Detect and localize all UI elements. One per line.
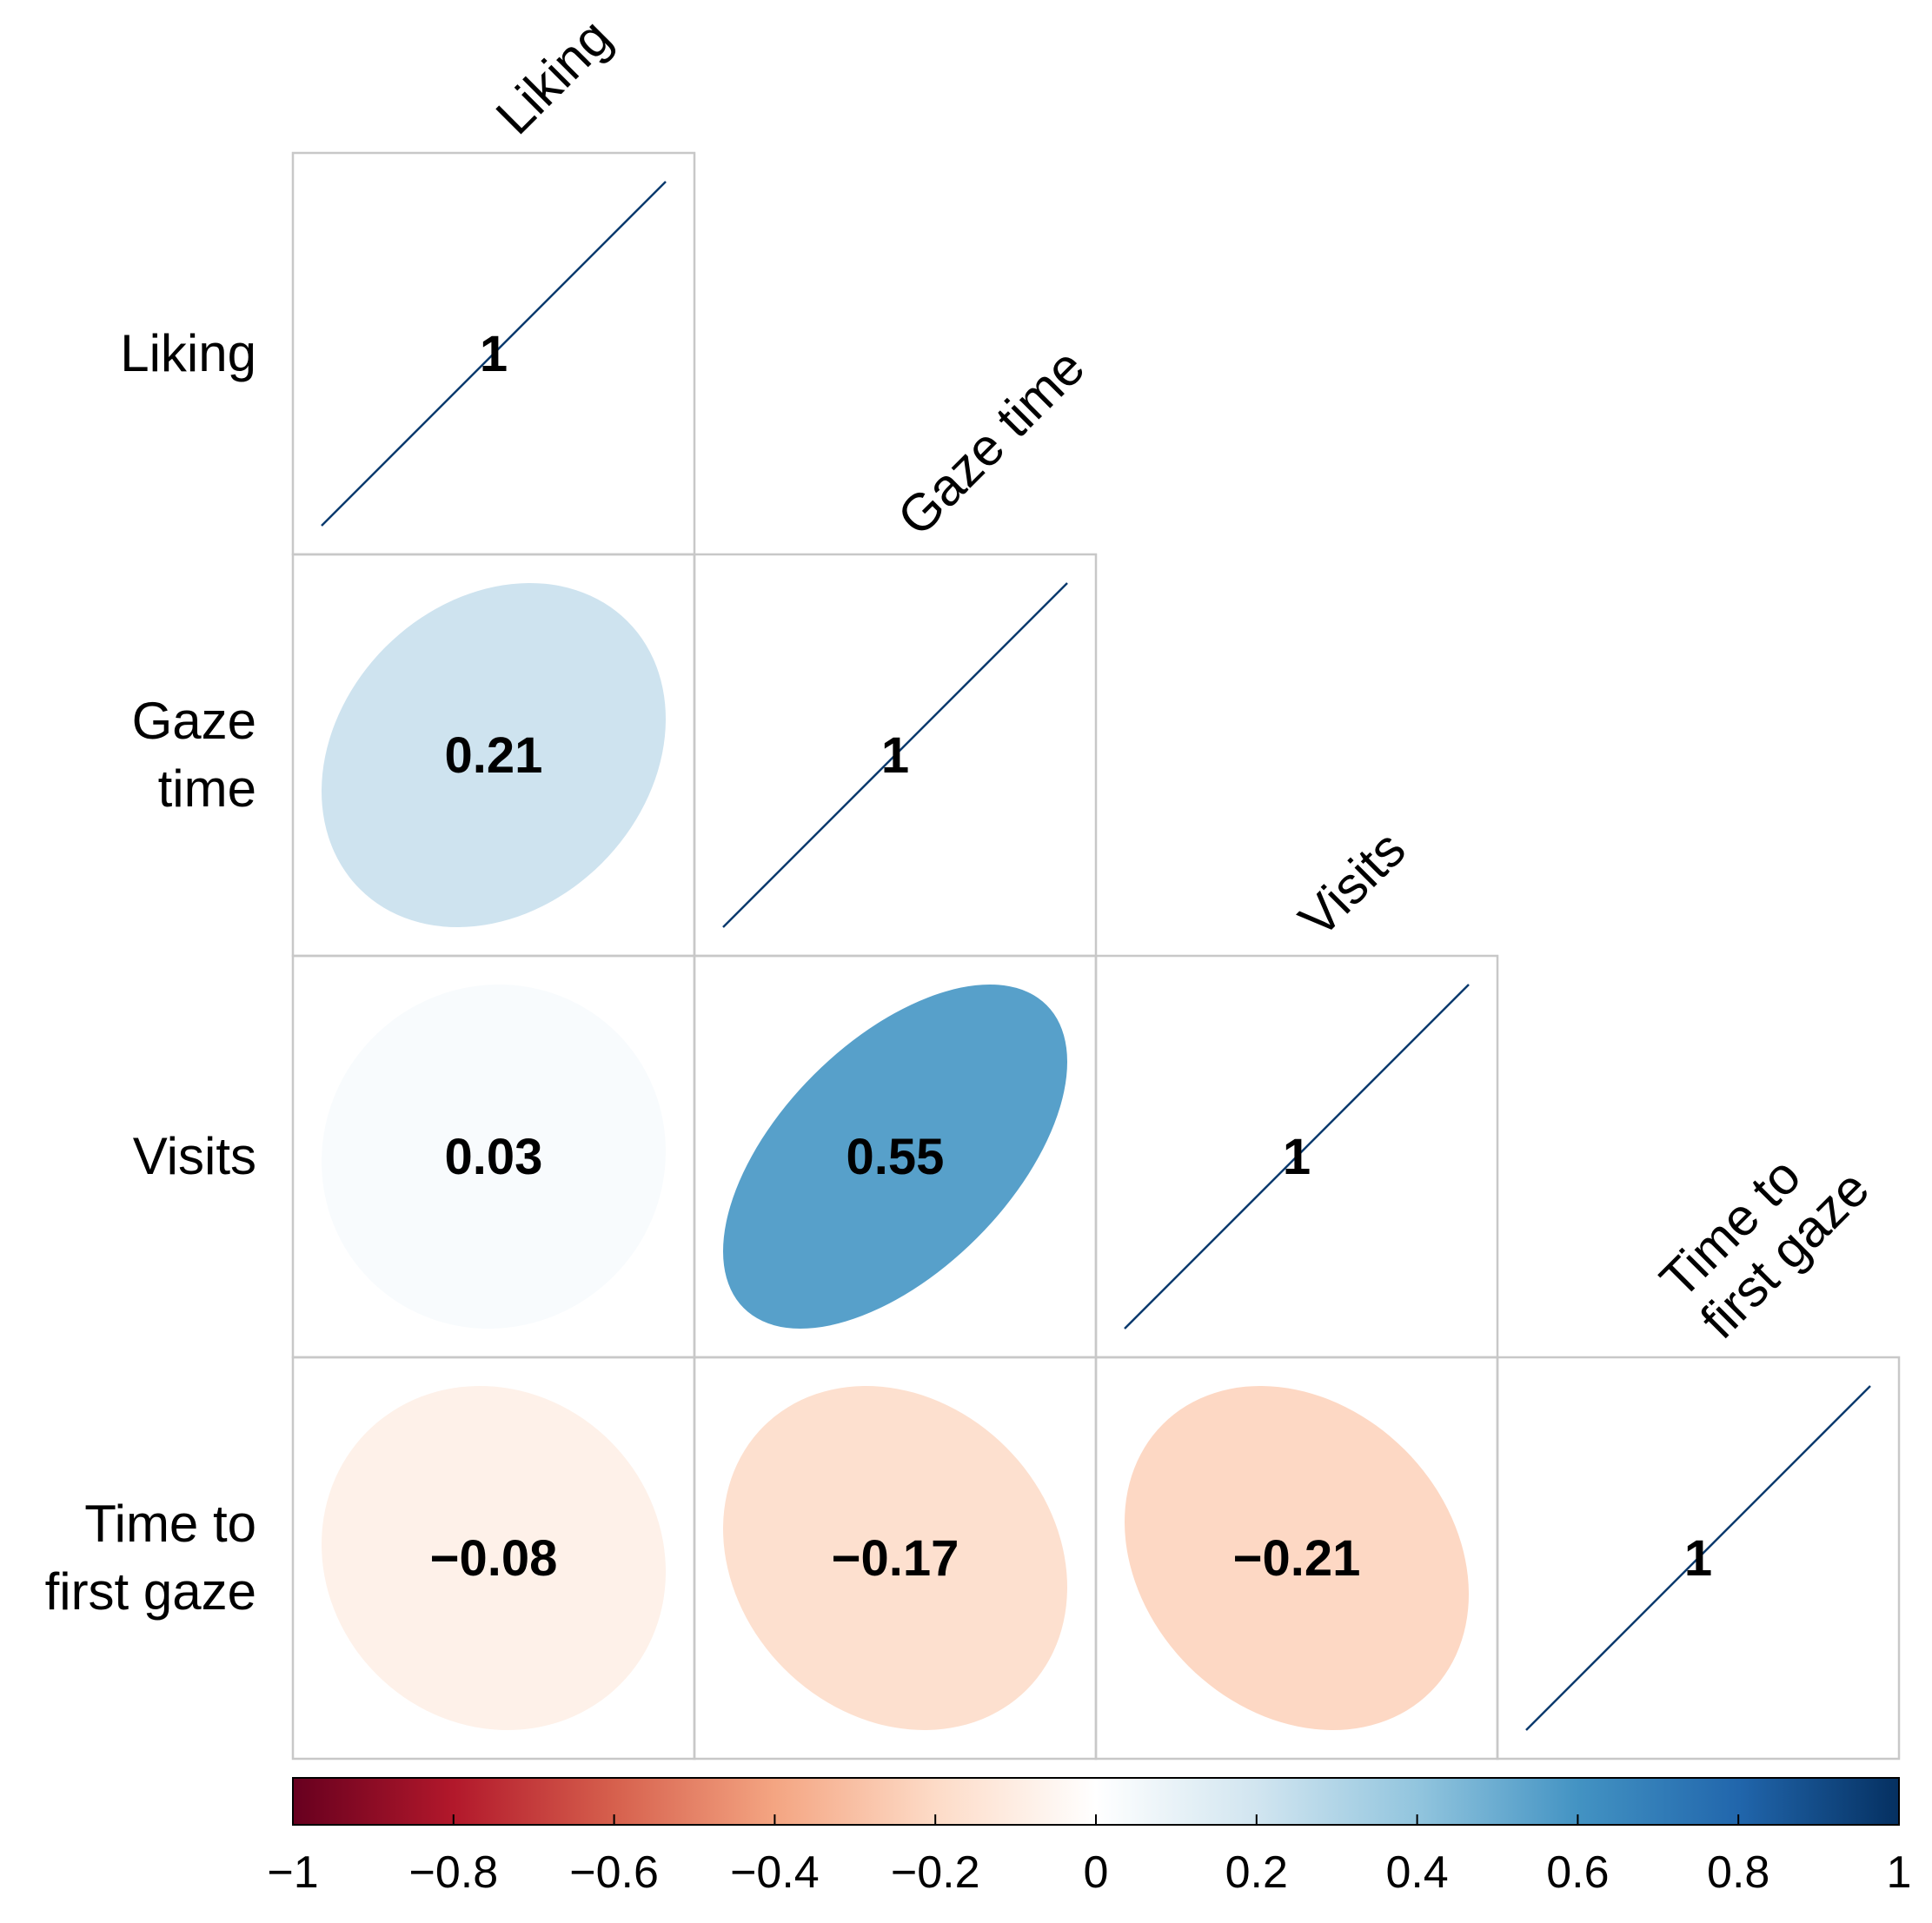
cell-2-0: 0.03 <box>291 954 696 1359</box>
coefficient-label: −0.21 <box>1233 1530 1361 1587</box>
column-label-time-to-first-gaze: Time tofirst gaze <box>1649 1118 1880 1349</box>
colorbar: −1 −0.8 −0.6 −0.4 −0.2 0 0.2 0.4 0.6 0.8 1 <box>267 1777 1911 1898</box>
correlation-ellipse <box>321 582 667 927</box>
cell-2-2: 1 <box>1094 954 1499 1359</box>
cell-3-2: −0.21 <box>1094 1356 1499 1761</box>
diagonal-ellipse-line <box>1525 1385 1871 1731</box>
colorbar-tick-label: 1 <box>1887 1847 1912 1898</box>
correlation-ellipse <box>723 1385 1068 1730</box>
diagonal-ellipse-line <box>722 582 1068 928</box>
cell-1-0: 0.21 <box>291 553 696 958</box>
correlation-ellipse <box>1124 1385 1469 1731</box>
coefficient-label: 0.03 <box>445 1129 543 1185</box>
coefficient-label: 1 <box>881 727 909 784</box>
colorbar-tick-label: −1 <box>267 1847 318 1898</box>
cell-1-1: 1 <box>693 553 1098 958</box>
row-label-liking: Liking <box>120 324 256 382</box>
diagonal-ellipse-line <box>321 181 667 527</box>
colorbar-tick-label: 0.6 <box>1546 1847 1609 1898</box>
colorbar-tick-label: −0.4 <box>730 1847 820 1898</box>
column-label-text: Gaze time <box>886 337 1096 547</box>
colorbar-tick-label: 0 <box>1084 1847 1109 1898</box>
correlation-ellipse <box>723 985 1068 1330</box>
coefficient-label: −0.17 <box>832 1530 959 1587</box>
row-labels: Liking Gaze time Visits Time to first gaze <box>45 324 256 1621</box>
colorbar-tick-label: −0.8 <box>408 1847 498 1898</box>
column-label-visits: Visits <box>1288 819 1417 948</box>
correlation-ellipse <box>322 985 667 1330</box>
column-label-text: Visits <box>1288 819 1417 948</box>
diagonal-ellipse-line <box>1124 984 1470 1330</box>
colorbar-tick-label: 0.2 <box>1225 1847 1288 1898</box>
column-label-gaze-time: Gaze time <box>886 337 1096 547</box>
cell-border <box>1496 1356 1901 1761</box>
coefficient-label: 0.55 <box>846 1129 945 1185</box>
cell-0-0: 1 <box>291 151 696 556</box>
colorbar-tick-label: −0.2 <box>891 1847 980 1898</box>
coefficient-label: 1 <box>480 326 508 382</box>
coefficient-label: 0.21 <box>445 727 543 784</box>
cell-2-1: 0.55 <box>693 954 1098 1359</box>
column-label-text: Time tofirst gaze <box>1649 1118 1880 1349</box>
coefficient-label: 1 <box>1283 1129 1311 1185</box>
coefficient-label: 1 <box>1684 1530 1712 1587</box>
coefficient-label: −0.08 <box>430 1530 558 1587</box>
cells-layer: 1 0.21 1 0.03 0.55 1 −0.08 −0.17 −0.21 1 <box>291 151 1901 1761</box>
colorbar-tick-label: 0.4 <box>1385 1847 1448 1898</box>
row-label-time-to-first-gaze: Time to first gaze <box>45 1495 256 1621</box>
correlation-ellipse <box>321 1386 666 1731</box>
row-label-visits: Visits <box>133 1127 256 1185</box>
colorbar-tick-label: −0.6 <box>569 1847 659 1898</box>
row-label-gaze-time: Gaze time <box>132 692 256 818</box>
colorbar-ticks: −1 −0.8 −0.6 −0.4 −0.2 0 0.2 0.4 0.6 0.8 1 <box>267 1814 1911 1898</box>
cell-3-0: −0.08 <box>291 1356 696 1761</box>
column-label-text: Liking <box>485 8 622 145</box>
colorbar-tick-label: 0.8 <box>1707 1847 1769 1898</box>
cell-3-1: −0.17 <box>693 1356 1098 1761</box>
cell-3-3: 1 <box>1496 1356 1901 1761</box>
column-label-liking: Liking <box>485 8 622 145</box>
